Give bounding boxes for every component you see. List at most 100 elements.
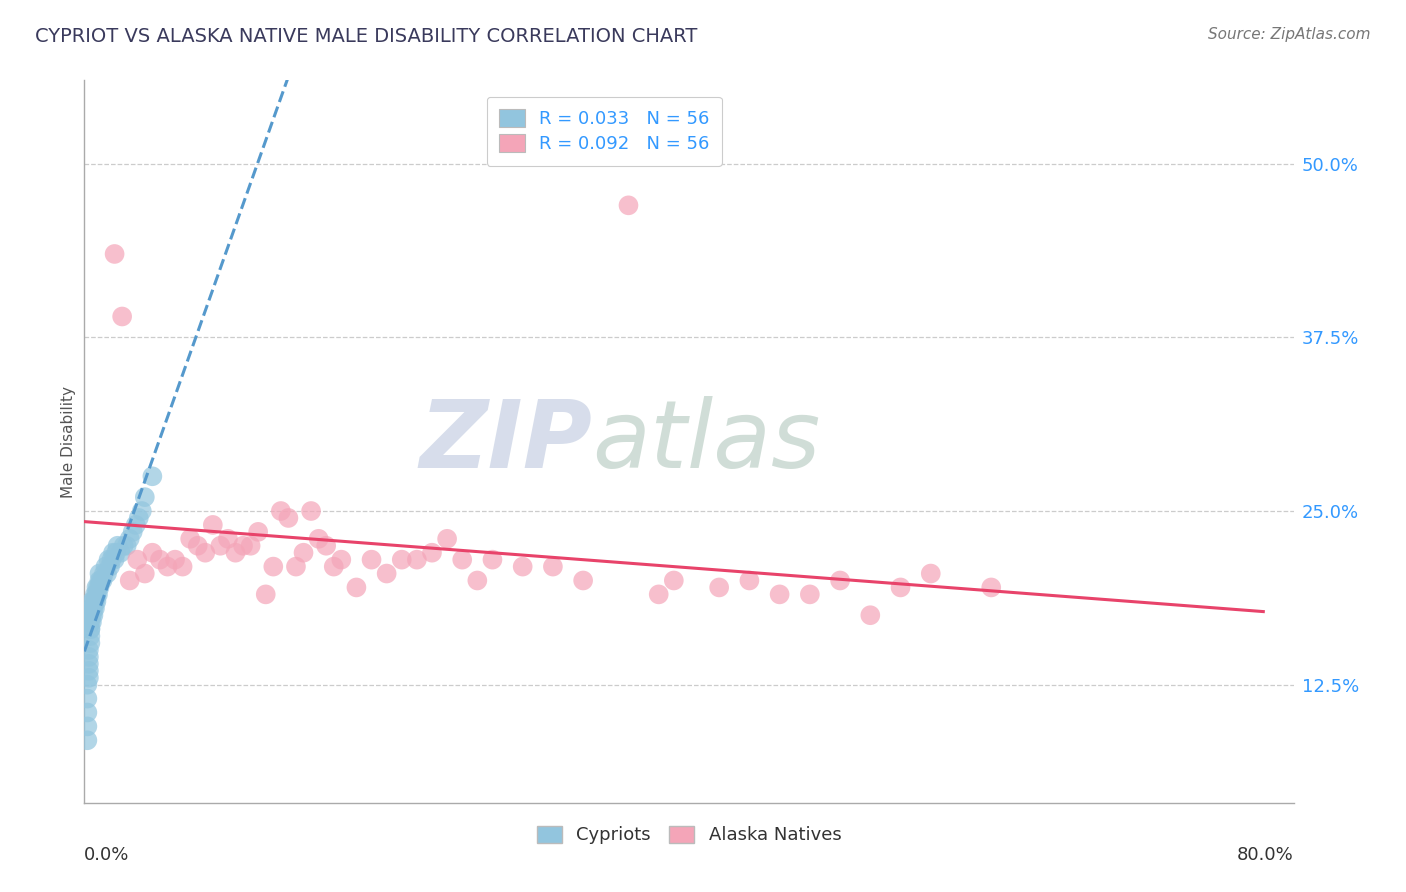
Point bbox=[799, 587, 821, 601]
Point bbox=[572, 574, 595, 588]
Y-axis label: Male Disability: Male Disability bbox=[60, 385, 76, 498]
Point bbox=[77, 657, 100, 671]
Point bbox=[346, 581, 368, 595]
Point bbox=[79, 615, 101, 630]
Point bbox=[86, 594, 108, 608]
Point bbox=[322, 559, 344, 574]
Point bbox=[165, 552, 187, 566]
Point bbox=[420, 546, 443, 560]
Point bbox=[76, 691, 98, 706]
Point bbox=[76, 678, 98, 692]
Point bbox=[77, 649, 100, 664]
Point bbox=[79, 622, 101, 636]
Point bbox=[277, 511, 299, 525]
Point bbox=[209, 539, 232, 553]
Point bbox=[107, 539, 129, 553]
Point bbox=[90, 574, 112, 588]
Text: CYPRIOT VS ALASKA NATIVE MALE DISABILITY CORRELATION CHART: CYPRIOT VS ALASKA NATIVE MALE DISABILITY… bbox=[35, 27, 697, 45]
Point bbox=[96, 566, 118, 581]
Point bbox=[79, 608, 101, 623]
Point bbox=[111, 310, 134, 324]
Point bbox=[481, 552, 503, 566]
Point bbox=[262, 559, 284, 574]
Point bbox=[100, 552, 122, 566]
Point bbox=[118, 574, 141, 588]
Point bbox=[84, 587, 107, 601]
Point bbox=[80, 615, 103, 630]
Point bbox=[110, 546, 132, 560]
Point bbox=[156, 559, 179, 574]
Text: 0.0%: 0.0% bbox=[84, 847, 129, 864]
Point bbox=[360, 552, 382, 566]
Point bbox=[292, 546, 315, 560]
Point bbox=[87, 581, 110, 595]
Point bbox=[131, 504, 153, 518]
Point bbox=[76, 719, 98, 733]
Point bbox=[89, 574, 111, 588]
Point bbox=[239, 539, 262, 553]
Point bbox=[187, 539, 209, 553]
Point bbox=[172, 559, 194, 574]
Point bbox=[93, 566, 115, 581]
Point bbox=[127, 552, 149, 566]
Point bbox=[86, 581, 108, 595]
Point bbox=[769, 587, 792, 601]
Point bbox=[101, 546, 124, 560]
Point bbox=[299, 504, 322, 518]
Point bbox=[285, 559, 308, 574]
Point bbox=[451, 552, 474, 566]
Point bbox=[980, 581, 1002, 595]
Point bbox=[76, 733, 98, 747]
Point bbox=[97, 552, 120, 566]
Point bbox=[82, 594, 104, 608]
Point bbox=[436, 532, 458, 546]
Point bbox=[82, 601, 104, 615]
Point bbox=[80, 608, 103, 623]
Point bbox=[134, 490, 156, 504]
Point bbox=[890, 581, 912, 595]
Point bbox=[179, 532, 201, 546]
Point bbox=[104, 247, 127, 261]
Point bbox=[94, 559, 117, 574]
Point bbox=[84, 601, 107, 615]
Point bbox=[920, 566, 942, 581]
Point bbox=[662, 574, 685, 588]
Point bbox=[118, 532, 141, 546]
Text: 80.0%: 80.0% bbox=[1237, 847, 1294, 864]
Point bbox=[82, 608, 104, 623]
Point bbox=[77, 643, 100, 657]
Text: ZIP: ZIP bbox=[419, 395, 592, 488]
Point bbox=[79, 622, 101, 636]
Point bbox=[406, 552, 429, 566]
Point bbox=[375, 566, 398, 581]
Point bbox=[225, 546, 247, 560]
Point bbox=[121, 524, 143, 539]
Point bbox=[80, 601, 103, 615]
Point bbox=[115, 539, 138, 553]
Text: Source: ZipAtlas.com: Source: ZipAtlas.com bbox=[1208, 27, 1371, 42]
Point bbox=[738, 574, 761, 588]
Point bbox=[112, 539, 135, 553]
Point bbox=[149, 552, 172, 566]
Point bbox=[617, 198, 640, 212]
Point bbox=[512, 559, 534, 574]
Point bbox=[141, 546, 163, 560]
Point bbox=[86, 587, 108, 601]
Text: atlas: atlas bbox=[592, 396, 821, 487]
Point bbox=[87, 587, 110, 601]
Point bbox=[89, 566, 111, 581]
Point bbox=[194, 546, 217, 560]
Point bbox=[217, 532, 239, 546]
Point bbox=[77, 671, 100, 685]
Point bbox=[330, 552, 353, 566]
Point bbox=[308, 532, 330, 546]
Point bbox=[830, 574, 852, 588]
Point bbox=[201, 517, 224, 532]
Point bbox=[80, 594, 103, 608]
Point bbox=[270, 504, 292, 518]
Point bbox=[391, 552, 413, 566]
Point bbox=[104, 552, 127, 566]
Point bbox=[232, 539, 254, 553]
Point bbox=[91, 574, 114, 588]
Legend: Cypriots, Alaska Natives: Cypriots, Alaska Natives bbox=[529, 818, 849, 852]
